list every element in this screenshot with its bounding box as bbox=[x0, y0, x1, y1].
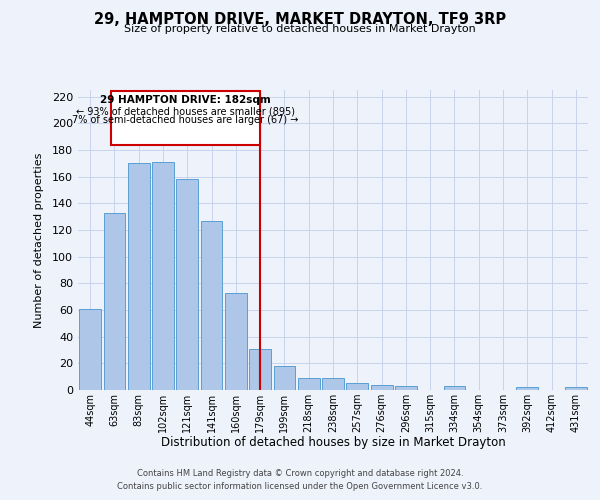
Bar bbox=[371, 384, 392, 390]
Bar bbox=[79, 308, 101, 390]
Bar bbox=[274, 366, 295, 390]
Bar bbox=[298, 378, 320, 390]
Text: Contains HM Land Registry data © Crown copyright and database right 2024.: Contains HM Land Registry data © Crown c… bbox=[137, 468, 463, 477]
Text: 29, HAMPTON DRIVE, MARKET DRAYTON, TF9 3RP: 29, HAMPTON DRIVE, MARKET DRAYTON, TF9 3… bbox=[94, 12, 506, 28]
Bar bbox=[111, 92, 260, 144]
Bar bbox=[225, 292, 247, 390]
Bar bbox=[395, 386, 417, 390]
Bar bbox=[517, 388, 538, 390]
Bar bbox=[152, 162, 174, 390]
Bar bbox=[322, 378, 344, 390]
Bar bbox=[346, 384, 368, 390]
Text: ← 93% of detached houses are smaller (895): ← 93% of detached houses are smaller (89… bbox=[76, 106, 295, 116]
Bar bbox=[176, 180, 198, 390]
Bar bbox=[104, 212, 125, 390]
Y-axis label: Number of detached properties: Number of detached properties bbox=[34, 152, 44, 328]
Bar bbox=[200, 220, 223, 390]
Text: 7% of semi-detached houses are larger (67) →: 7% of semi-detached houses are larger (6… bbox=[72, 116, 299, 126]
Bar bbox=[565, 388, 587, 390]
Text: Size of property relative to detached houses in Market Drayton: Size of property relative to detached ho… bbox=[124, 24, 476, 34]
Text: 29 HAMPTON DRIVE: 182sqm: 29 HAMPTON DRIVE: 182sqm bbox=[100, 96, 271, 106]
Bar bbox=[249, 348, 271, 390]
Bar bbox=[443, 386, 466, 390]
Text: Contains public sector information licensed under the Open Government Licence v3: Contains public sector information licen… bbox=[118, 482, 482, 491]
Text: Distribution of detached houses by size in Market Drayton: Distribution of detached houses by size … bbox=[161, 436, 505, 449]
Bar bbox=[128, 164, 149, 390]
